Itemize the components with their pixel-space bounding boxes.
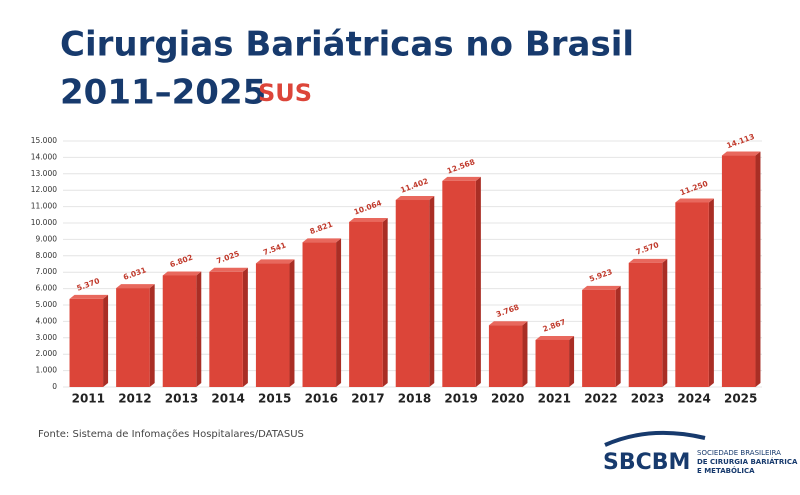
bar-side [755,151,761,387]
y-tick-label: 15.000 [31,136,57,145]
x-tick-label: 2024 [677,392,710,406]
y-tick-label: 7.000 [36,267,58,276]
bar [302,242,337,387]
bar-side [196,271,202,387]
x-tick-label: 2018 [398,392,431,406]
bar [582,289,616,387]
bar-side [569,335,575,387]
bar-top [116,284,155,289]
y-tick-label: 8.000 [36,251,58,260]
bar [209,271,243,387]
y-tick-label: 0 [52,382,57,391]
bar-top [488,321,528,326]
source-note: Fonte: Sistema de Infomações Hospitalare… [38,429,304,440]
y-tick-label: 13.000 [31,169,57,178]
bar [255,263,290,387]
bar [395,200,430,387]
x-tick-label: 2021 [538,392,571,406]
bar-top [162,271,202,276]
bar-top [69,294,109,299]
bar-top [209,267,248,272]
bar-side [662,258,668,387]
bar-side [242,267,248,387]
bar-side [708,198,714,387]
bar-top [721,151,761,156]
y-tick-label: 4.000 [36,316,58,325]
bar-top [395,196,435,201]
bar-top [302,238,342,243]
x-tick-label: 2019 [444,392,477,406]
x-tick-label: 2012 [118,392,151,406]
logo-text: SOCIEDADE BRASILEIRA [697,449,781,457]
y-tick-label: 10.000 [31,218,57,227]
chart-tag: SUS [258,79,312,107]
x-tick-label: 2017 [351,392,384,406]
bar-top [535,335,575,340]
bar [721,155,756,387]
bar [488,325,523,387]
y-tick-label: 11.000 [31,202,57,211]
logo-name: SBCBM [603,450,690,475]
logo-text: DE CIRURGIA BARIÁTRICA [697,457,798,466]
bar-top [628,258,668,263]
logo-swoosh [604,430,706,447]
y-tick-label: 6.000 [36,284,58,293]
x-tick-label: 2011 [72,392,105,406]
x-tick-label: 2025 [724,392,757,406]
x-tick-label: 2022 [584,392,617,406]
bar [442,180,476,387]
bar-top [582,285,621,290]
y-tick-label: 5.000 [36,300,58,309]
bar-top [675,198,714,203]
bar [349,221,383,387]
bar [628,262,663,387]
y-tick-label: 12.000 [31,185,57,194]
x-tick-label: 2013 [165,392,198,406]
bar-side [336,238,342,387]
bar-side [289,259,295,387]
chart-title: Cirurgias Bariátricas no Brasil [60,25,634,65]
chart-subtitle: 2011–2025 [60,73,266,113]
logo-text: E METABÓLICA [697,466,755,475]
y-tick-label: 3.000 [36,333,58,342]
bar-side [382,217,388,387]
x-tick-label: 2023 [631,392,664,406]
bar [116,288,150,387]
y-tick-label: 9.000 [36,234,58,243]
bar-side [475,176,481,387]
bar [675,202,709,387]
y-tick-label: 14.000 [31,152,57,161]
bar [69,298,104,387]
bar-side [615,285,621,387]
x-tick-label: 2015 [258,392,291,406]
x-tick-label: 2020 [491,392,524,406]
y-tick-label: 2.000 [36,349,58,358]
bar-side [522,321,528,387]
bar [535,339,570,387]
bar-top [349,217,388,222]
x-tick-label: 2014 [211,392,244,406]
bar-top [442,176,481,181]
bar [162,275,197,387]
y-tick-label: 1.000 [36,366,58,375]
logo: SBCBM SOCIEDADE BRASILEIRA DE CIRURGIA B… [603,430,798,475]
bar-top [255,259,295,264]
bar-side [149,284,155,387]
x-tick-label: 2016 [305,392,338,406]
bar-side [429,196,435,387]
bar-side [103,294,109,387]
